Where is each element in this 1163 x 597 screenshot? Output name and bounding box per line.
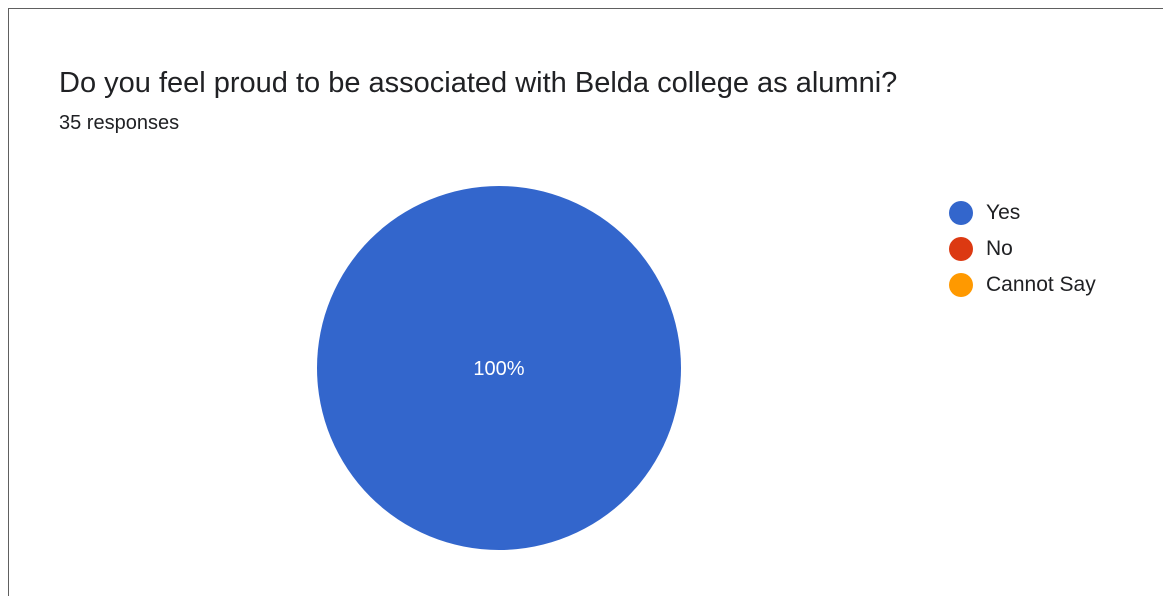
chart-legend: Yes No Cannot Say bbox=[949, 195, 1096, 303]
legend-swatch-icon bbox=[949, 237, 973, 261]
legend-item-no[interactable]: No bbox=[949, 231, 1096, 267]
legend-item-cannot-say[interactable]: Cannot Say bbox=[949, 267, 1096, 303]
legend-label: Cannot Say bbox=[986, 273, 1096, 296]
legend-label: No bbox=[986, 237, 1013, 260]
slice-label-yes: 100% bbox=[473, 358, 524, 380]
chart-card: Do you feel proud to be associated with … bbox=[8, 8, 1163, 596]
chart-title: Do you feel proud to be associated with … bbox=[59, 67, 898, 99]
legend-swatch-icon bbox=[949, 201, 973, 225]
legend-swatch-icon bbox=[949, 273, 973, 297]
legend-label: Yes bbox=[986, 201, 1021, 224]
legend-item-yes[interactable]: Yes bbox=[949, 195, 1096, 231]
pie-slice-yes[interactable] bbox=[317, 186, 681, 550]
pie-chart: 100% bbox=[317, 186, 681, 550]
response-count: 35 responses bbox=[59, 112, 180, 134]
